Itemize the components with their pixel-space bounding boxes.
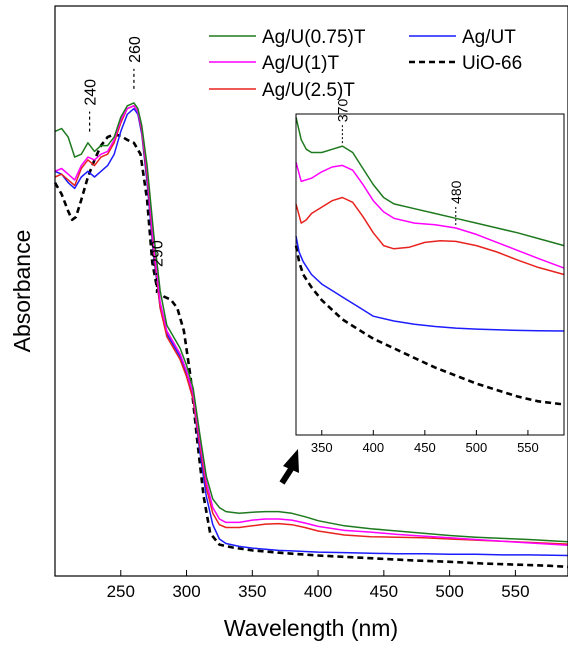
inset-annotation-label-480: 480: [448, 180, 464, 204]
main-series-ag-u-0-75-t: [54, 102, 568, 543]
inset-series-ag-u-2-5-t: [295, 196, 565, 276]
annotation-label-240: 240: [83, 79, 100, 106]
x-axis-label: Wavelength (nm): [224, 615, 398, 641]
main-series-uio-66: [53, 133, 568, 569]
main-plot-frame: [54, 5, 568, 577]
main-x-ticks-group: 250 300 350 400 450 500 550: [107, 570, 530, 601]
main-x-tick-label: 550: [501, 582, 529, 601]
legend-label-uio-66: UiO-66: [462, 53, 522, 74]
main-x-tick-label: 400: [304, 582, 332, 601]
inset-x-ticks-group: 350 400 450 500 550: [311, 430, 539, 455]
annotation-label-260: 260: [127, 36, 144, 63]
legend-label-ag-u-0-75-t: Ag/U(0.75)T: [262, 27, 366, 48]
inset-series-ag-u-1-t: [295, 162, 565, 269]
inset-series-group: [294, 117, 565, 406]
legend-label-ag-u-1-t: Ag/U(1)T: [262, 53, 339, 74]
inset-series-ag-u-0-75-t: [295, 117, 565, 247]
main-x-tick-label: 300: [172, 582, 200, 601]
inset-series-ag-ut: [295, 235, 565, 332]
annotation-label-290: 290: [149, 240, 166, 267]
legend-label-ag-ut: Ag/UT: [462, 27, 516, 48]
arrow-to-inset-icon: [279, 449, 299, 485]
inset-series-uio-66: [294, 245, 565, 406]
main-x-tick-label: 350: [238, 582, 266, 601]
inset-plot-background: [296, 114, 564, 435]
main-series-ag-u-2-5-t: [54, 105, 568, 545]
main-series-group: [53, 102, 568, 569]
main-x-tick-label: 250: [107, 582, 135, 601]
main-series-ag-ut: [54, 107, 568, 557]
legend-label-ag-u-2-5-t: Ag/U(2.5)T: [262, 80, 355, 101]
y-axis-label: Absorbance: [9, 230, 35, 353]
inset-x-tick-label: 550: [517, 440, 539, 455]
inset-annotations-group: 370 480: [334, 99, 464, 225]
main-x-tick-label: 450: [370, 582, 398, 601]
main-x-tick-label: 500: [435, 582, 463, 601]
legend: Ag/U(0.75)T Ag/U(1)T Ag/U(2.5)T Ag/UT UiO-66: [209, 27, 522, 101]
inset-x-tick-label: 450: [414, 440, 436, 455]
inset-annotation-label-370: 370: [334, 99, 350, 123]
inset-x-tick-label: 350: [311, 440, 333, 455]
main-annotations-group: 240 260 290: [83, 36, 166, 293]
inset-x-tick-label: 400: [362, 440, 384, 455]
inset-plot-frame: [295, 113, 565, 436]
inset-x-tick-label: 500: [466, 440, 488, 455]
main-series-ag-u-1-t: [54, 105, 568, 546]
